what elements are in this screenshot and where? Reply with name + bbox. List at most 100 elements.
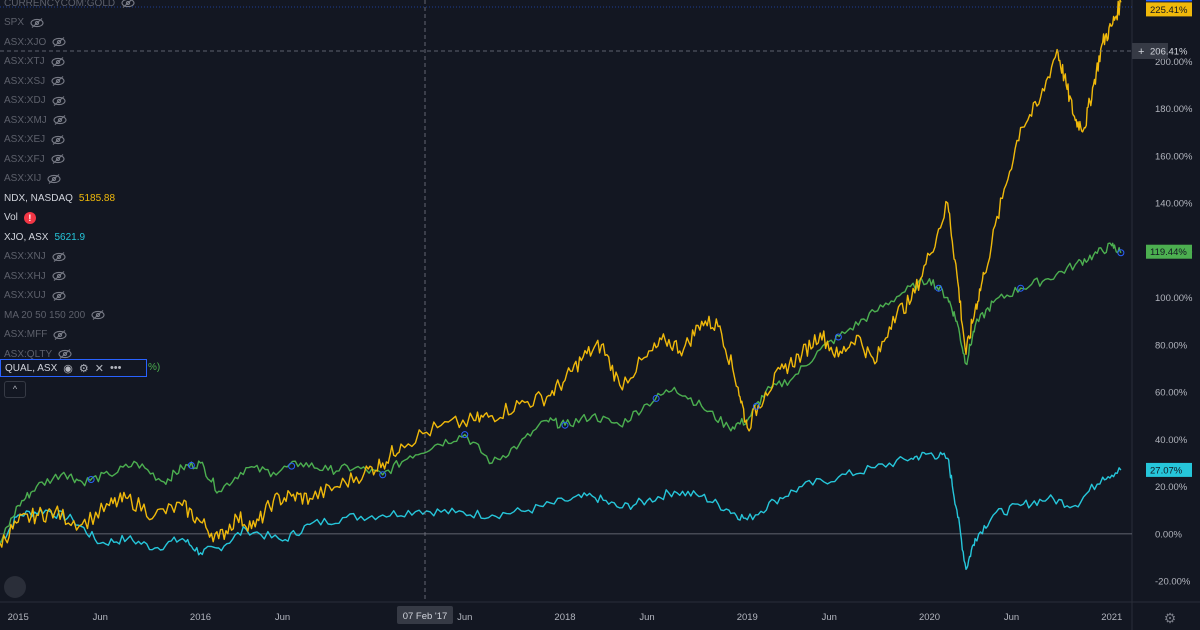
legend-row[interactable]: ASX:XUJ (4, 287, 66, 305)
dividend-marker[interactable] (652, 394, 660, 402)
hidden-eye-icon[interactable] (52, 37, 66, 47)
dividend-marker[interactable] (834, 333, 842, 341)
dividend-marker[interactable] (1117, 249, 1125, 257)
dividend-marker[interactable] (379, 471, 387, 479)
hidden-eye-icon[interactable] (52, 251, 66, 262)
x-tick-label: Jun (639, 612, 654, 623)
last-value-label: 27.07% (1150, 465, 1183, 476)
x-tick-label: Jun (822, 612, 837, 623)
legend-row[interactable]: ASX:XJO (4, 33, 66, 51)
hidden-eye-icon[interactable] (30, 17, 44, 28)
y-tick-label: -20.00% (1155, 577, 1191, 588)
x-tick-label: 2019 (737, 612, 758, 623)
legend-series-name: ASX:XNJ (4, 251, 46, 262)
legend-series-name: ASX:XMJ (4, 114, 47, 126)
alert-icon[interactable]: ! (23, 211, 36, 224)
legend-series-value: 5621.9 (54, 231, 86, 243)
x-tick-label: 2016 (190, 612, 211, 623)
legend-row[interactable]: ASX:XNJ (4, 248, 66, 266)
settings-gear-icon[interactable]: ⚙ (1163, 610, 1177, 626)
legend-row[interactable]: SPX (4, 14, 44, 32)
legend-row[interactable]: ASX:MFF (4, 326, 67, 344)
y-tick-label: 200.00% (1155, 57, 1193, 68)
hidden-eye-icon[interactable] (52, 95, 66, 106)
legend-series-name: NDX, NASDAQ (4, 192, 73, 204)
legend-row[interactable]: ASX:XHJ (4, 267, 66, 285)
legend-series-name: MA 20 50 150 200 (4, 309, 86, 321)
crosshair-plus-icon[interactable]: + (1138, 46, 1144, 58)
series-line-xjo[interactable] (0, 451, 1122, 570)
legend-series-name: ASX:XHJ (4, 270, 46, 282)
dividend-marker[interactable] (1017, 284, 1025, 292)
hidden-eye-icon[interactable] (53, 329, 67, 340)
last-value-box (1146, 0, 1192, 2)
legend-row[interactable]: ASX:XTJ (4, 53, 65, 71)
series-line-qual[interactable] (0, 242, 1122, 544)
more-icon[interactable]: ••• (109, 362, 122, 374)
legend-series-name: ASX:XDJ (4, 95, 46, 106)
y-tick-label: 180.00% (1155, 104, 1193, 115)
hidden-eye-icon[interactable] (51, 76, 65, 86)
hidden-eye-icon[interactable] (51, 134, 65, 145)
crosshair-price-box (1132, 43, 1168, 59)
legend-row[interactable]: ASX:XSJ (4, 72, 65, 90)
gear-icon[interactable]: ⚙ (78, 362, 89, 375)
legend-row[interactable]: ASX:XEJ (4, 131, 65, 149)
crosshair-date-box (397, 606, 453, 624)
close-icon[interactable]: ✕ (94, 362, 104, 375)
last-value-label: 119.44% (1150, 247, 1187, 258)
legend-series-name: ASX:XIJ (4, 173, 42, 184)
legend-series-name: CURRENCYCOM:GOLD (4, 0, 116, 9)
dividend-marker[interactable] (561, 421, 569, 429)
x-tick-label: Jun (1004, 612, 1019, 623)
last-value-label: 225.41% (1150, 0, 1188, 1)
legend-row[interactable]: CURRENCYCOM:GOLD (4, 0, 135, 12)
x-tick-label: Jun (457, 612, 472, 623)
hidden-eye-icon[interactable] (51, 56, 65, 67)
legend-row[interactable]: NDX, NASDAQ 5185.88 (4, 189, 115, 207)
hidden-eye-icon[interactable] (58, 349, 72, 359)
dividend-marker[interactable] (752, 402, 760, 410)
legend-row[interactable]: Vol! (4, 209, 36, 227)
hidden-eye-icon[interactable] (52, 271, 66, 281)
x-tick-label: 2021 (1101, 612, 1122, 623)
hidden-eye-icon[interactable] (91, 310, 105, 320)
legend-series-name: SPX (4, 17, 25, 28)
legend-row[interactable]: XJO, ASX 5621.9 (4, 228, 85, 246)
hidden-eye-icon[interactable] (47, 173, 61, 184)
legend-row[interactable]: ASX:XMJ (4, 111, 67, 129)
selected-series-legend[interactable]: QUAL, ASX ◉ ⚙ ✕ ••• (0, 359, 147, 377)
collapse-legend-button[interactable]: ^ (4, 381, 26, 398)
legend-row[interactable]: ASX:XDJ (4, 92, 66, 110)
y-tick-label: 160.00% (1155, 151, 1193, 162)
legend-series-value: 5185.88 (78, 192, 116, 204)
dividend-marker[interactable] (935, 284, 943, 292)
eye-icon[interactable]: ◉ (63, 362, 73, 375)
legend-row[interactable]: MA 20 50 150 200 (4, 306, 105, 324)
legend-row[interactable]: ASX:XIJ (4, 170, 61, 188)
dividend-marker[interactable] (187, 461, 195, 469)
hidden-eye-icon[interactable] (53, 115, 67, 125)
y-tick-label: 20.00% (1155, 482, 1188, 493)
last-value-label: 225.41% (1150, 5, 1188, 16)
hidden-eye-icon[interactable] (52, 290, 66, 301)
legend-series-name: Vol (4, 212, 18, 223)
legend-row[interactable]: ASX:XFJ (4, 150, 65, 168)
last-value-box (1146, 2, 1192, 17)
hidden-eye-icon[interactable] (121, 0, 135, 8)
legend-series-name: ASX:XFJ (4, 153, 45, 165)
legend-row[interactable]: ASX:QLTY (4, 345, 72, 363)
legend-series-name: ASX:QLTY (4, 348, 53, 360)
selected-series-tail: %) (148, 362, 161, 373)
dividend-marker[interactable] (87, 476, 95, 484)
last-value-box (1146, 462, 1192, 477)
legend-series-name: XJO, ASX (4, 231, 49, 243)
dividend-marker[interactable] (288, 462, 296, 470)
y-tick-label: 0.00% (1155, 529, 1182, 540)
dividend-marker[interactable] (461, 431, 469, 439)
hidden-eye-icon[interactable] (51, 154, 65, 164)
legend-series-name: ASX:XUJ (4, 290, 46, 301)
series-line-ndx[interactable] (0, 0, 1122, 548)
